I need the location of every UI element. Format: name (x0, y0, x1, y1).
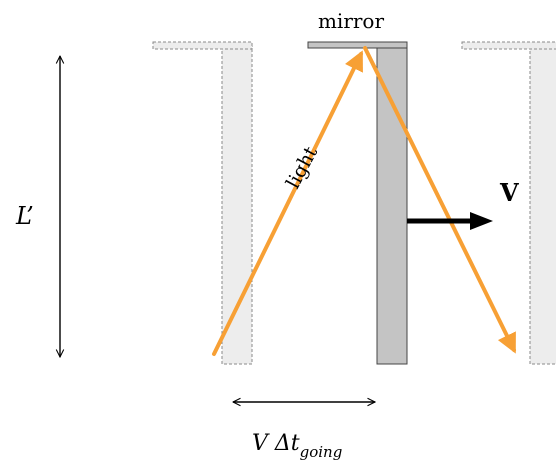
distance-label-main: V Δt (252, 431, 300, 456)
velocity-arrow (407, 212, 493, 230)
ghost-column-right (529, 43, 556, 365)
velocity-label: V (499, 178, 519, 207)
moving-column (376, 43, 408, 365)
light-label: light (282, 143, 322, 193)
light-ray (212, 46, 516, 356)
light-ray-up (212, 50, 363, 356)
light-ray-down (363, 46, 516, 354)
ghost-clock-left (152, 41, 253, 365)
ghost-clock-right (461, 41, 556, 365)
mirror-label: mirror (318, 9, 385, 33)
ghost-column-left (221, 43, 253, 365)
mirror-bar (307, 41, 408, 49)
moving-clock (307, 41, 408, 365)
distance-label: V Δtgoing (252, 431, 342, 461)
distance-label-sub: going (300, 443, 343, 461)
length-label: L’ (15, 202, 34, 230)
ghost-mirror-right (461, 41, 556, 50)
ghost-mirror-left (152, 41, 253, 50)
